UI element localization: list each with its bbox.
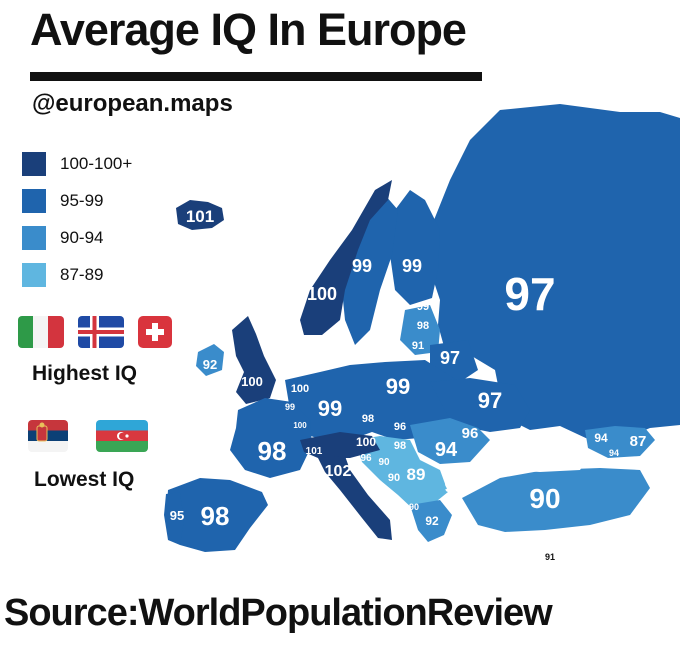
serbia-flag xyxy=(28,420,68,452)
highest-caption: Highest IQ xyxy=(32,362,138,385)
country-portugal xyxy=(164,492,184,545)
label-finland: 99 xyxy=(402,256,422,276)
country-italy xyxy=(318,456,392,540)
legend-label: 87-89 xyxy=(60,264,104,284)
country-ireland xyxy=(196,344,224,376)
label-croatia: 90 xyxy=(378,457,390,468)
label-estonia: 99 xyxy=(417,301,429,313)
legend: 100-100+ 95-99 90-94 87-89 xyxy=(22,145,132,293)
label-luxembourg: 100 xyxy=(293,421,307,430)
country-caucasus xyxy=(585,426,655,458)
country-alpine xyxy=(300,432,380,458)
label-russia: 97 xyxy=(504,268,555,320)
source-credit: Source:WorldPopulationReview xyxy=(4,592,553,634)
lowest-flags xyxy=(28,420,148,452)
label-belarus: 97 xyxy=(440,348,460,368)
label-spain: 98 xyxy=(201,501,230,531)
label-sweden: 99 xyxy=(352,256,372,276)
label-netherlands: 100 xyxy=(291,383,309,395)
label-denmark: 98 xyxy=(335,342,345,352)
label-serbia: 89 xyxy=(407,465,426,484)
country-finland xyxy=(390,190,440,305)
country-balkans xyxy=(355,436,448,510)
label-lithuania: 91 xyxy=(412,340,424,352)
label-slovenia: 96 xyxy=(360,453,372,464)
legend-swatch xyxy=(22,262,46,287)
page-title: Average IQ In Europe xyxy=(30,4,467,55)
label-czechia: 98 xyxy=(362,413,374,425)
label-bosnia: 90 xyxy=(388,472,400,484)
label-bulgaria: 93 xyxy=(445,477,464,496)
label-ireland: 92 xyxy=(203,357,217,372)
author-handle: @european.maps xyxy=(32,90,233,117)
label-moldova: 96 xyxy=(462,425,479,442)
label-switzerland: 101 xyxy=(306,446,323,457)
label-iceland: 101 xyxy=(186,207,214,226)
legend-item: 90-94 xyxy=(22,219,132,256)
label-georgia: 94 xyxy=(594,431,608,445)
title-underline xyxy=(30,72,482,81)
label-ukraine: 97 xyxy=(478,388,502,413)
label-norway: 100 xyxy=(307,284,337,304)
legend-label: 95-99 xyxy=(60,190,104,210)
label-belgium: 99 xyxy=(285,402,295,412)
azerbaijan-flag xyxy=(96,420,148,452)
label-latvia: 98 xyxy=(417,320,429,332)
legend-label: 100-100+ xyxy=(60,153,133,173)
legend-item: 87-89 xyxy=(22,256,132,293)
legend-item: 100-100+ xyxy=(22,145,132,182)
label-cyprus: 91 xyxy=(545,552,555,562)
label-italy: 102 xyxy=(325,463,352,480)
label-romania: 94 xyxy=(435,439,458,461)
country-greece xyxy=(410,500,452,542)
black-sea xyxy=(490,438,590,472)
label-uk: 100 xyxy=(241,374,263,389)
label-greece: 92 xyxy=(425,514,439,528)
label-turkey: 90 xyxy=(529,483,560,514)
country-iberia xyxy=(166,478,268,552)
legend-swatch xyxy=(22,151,46,176)
country-sweden xyxy=(342,195,398,345)
country-norway xyxy=(300,180,392,335)
country-ukraine xyxy=(430,378,530,432)
switzerland-flag xyxy=(138,316,172,348)
legend-item: 95-99 xyxy=(22,182,132,219)
country-russia xyxy=(430,104,680,440)
country-uk xyxy=(232,316,276,404)
country-romania xyxy=(410,418,490,464)
country-france xyxy=(230,398,312,478)
label-france: 98 xyxy=(258,436,287,466)
europe-map: 101 99 99 100 97 99 98 91 97 92 100 98 1… xyxy=(164,104,680,562)
country-central-europe xyxy=(285,360,475,440)
label-germany: 99 xyxy=(318,396,342,421)
highest-flags xyxy=(18,316,172,348)
legend-swatch xyxy=(22,225,46,250)
label-portugal: 95 xyxy=(170,508,184,523)
lowest-caption: Lowest IQ xyxy=(34,468,135,491)
label-montenegro: 90 xyxy=(409,502,419,512)
label-austria: 100 xyxy=(356,435,376,449)
label-azerbaijan: 87 xyxy=(630,433,647,450)
label-poland: 99 xyxy=(386,374,410,399)
label-slovakia: 96 xyxy=(394,421,406,433)
country-baltics xyxy=(400,305,440,355)
legend-swatch xyxy=(22,188,46,213)
country-turkey xyxy=(462,468,650,532)
label-hungary: 98 xyxy=(394,440,406,452)
country-iceland xyxy=(176,200,224,230)
italy-flag xyxy=(18,316,64,348)
iceland-flag xyxy=(78,316,124,348)
legend-label: 90-94 xyxy=(60,227,104,247)
label-armenia: 94 xyxy=(609,448,619,458)
